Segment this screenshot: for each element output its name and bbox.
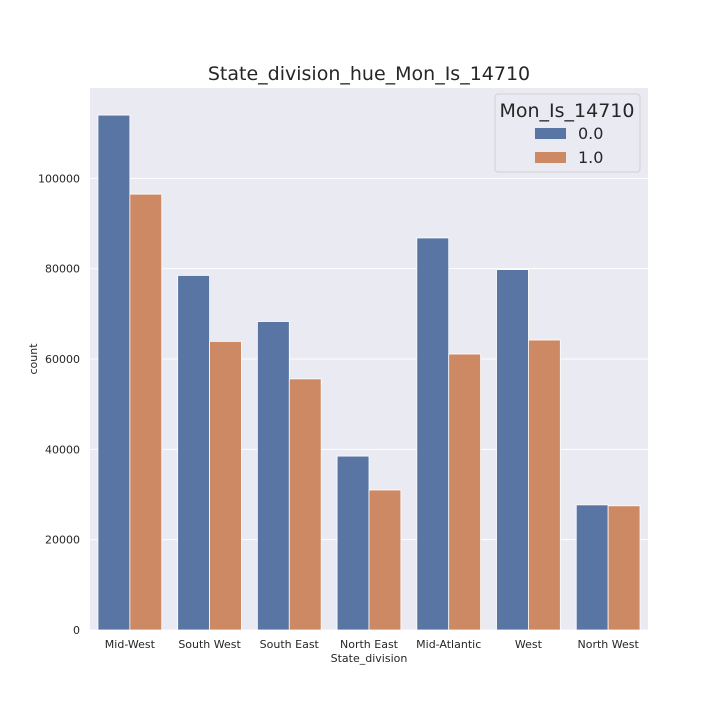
bar-4-1 xyxy=(448,353,482,631)
chart-title: State_division_hue_Mon_Is_14710 xyxy=(208,63,530,85)
bar-0-1 xyxy=(129,193,163,631)
x-tick-label-2: South East xyxy=(260,638,320,651)
y-tick-label-0: 0 xyxy=(73,624,80,637)
bar-2-0 xyxy=(256,321,290,631)
legend-title: Mon_Is_14710 xyxy=(499,100,634,122)
bar-4-0 xyxy=(416,237,450,631)
legend-label-1: 1.0 xyxy=(578,148,603,167)
y-axis-label: count xyxy=(27,343,40,375)
y-tick-label-5: 100000 xyxy=(38,172,80,185)
legend-swatch-0 xyxy=(535,128,566,139)
x-axis-label: State_division xyxy=(331,652,408,665)
x-tick-label-1: South West xyxy=(178,638,241,651)
x-tick-label-0: Mid-West xyxy=(105,638,156,651)
legend: Mon_Is_14710 0.0 1.0 xyxy=(494,93,641,173)
bar-5-0 xyxy=(496,269,529,631)
legend-box xyxy=(494,93,641,173)
x-axis-ticks: Mid-West South West South East North East Mi… xyxy=(105,638,640,651)
bar-5-1 xyxy=(528,339,561,631)
bar-6-1 xyxy=(607,505,641,631)
bar-3-0 xyxy=(336,455,370,631)
x-tick-label-3: North East xyxy=(340,638,399,651)
bar-1-1 xyxy=(209,340,242,631)
legend-swatch-1 xyxy=(535,152,566,163)
x-tick-label-5: West xyxy=(515,638,543,651)
bars xyxy=(97,114,641,631)
y-tick-label-1: 20000 xyxy=(45,534,80,547)
bar-3-1 xyxy=(368,489,402,631)
y-tick-label-4: 80000 xyxy=(45,263,80,276)
bar-6-0 xyxy=(575,504,609,631)
bar-0-0 xyxy=(97,114,131,631)
x-tick-label-4: Mid-Atlantic xyxy=(416,638,481,651)
y-tick-label-2: 40000 xyxy=(45,443,80,456)
bar-1-0 xyxy=(177,275,210,631)
bar-2-1 xyxy=(288,378,322,631)
y-axis-ticks: 0 20000 40000 60000 80000 100000 xyxy=(38,172,80,637)
x-tick-label-6: North West xyxy=(577,638,639,651)
y-tick-label-3: 60000 xyxy=(45,353,80,366)
legend-label-0: 0.0 xyxy=(578,124,603,143)
